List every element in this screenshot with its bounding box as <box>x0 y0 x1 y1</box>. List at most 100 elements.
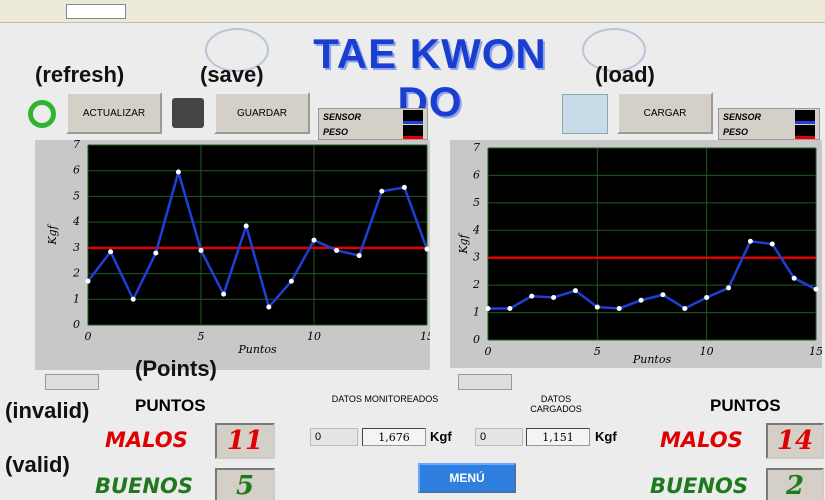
y-tick-label: 2 <box>72 267 80 280</box>
y-tick-label: 6 <box>73 164 80 177</box>
point <box>108 249 113 254</box>
good-label: BUENOS <box>95 474 193 498</box>
y-tick-label: 7 <box>473 141 480 154</box>
legend-label: PESO <box>323 127 348 137</box>
save-button[interactable]: GUARDAR <box>214 92 310 134</box>
y-tick-label: 3 <box>473 251 480 264</box>
x-tick-label: 5 <box>594 345 601 358</box>
refresh-button[interactable]: ACTUALIZAR <box>66 92 162 134</box>
y-tick-label: 4 <box>472 223 480 236</box>
y-tick-label: 3 <box>73 241 80 254</box>
run-controls[interactable] <box>66 4 126 19</box>
point <box>748 239 753 244</box>
legend-swatch <box>795 110 815 124</box>
point <box>244 224 249 229</box>
point <box>357 253 362 258</box>
bad-label: MALOS <box>660 428 743 452</box>
x-tick-label: 10 <box>700 345 714 358</box>
x-axis-label: Puntos <box>632 353 672 366</box>
legend-label: PESO <box>723 127 748 137</box>
point <box>792 276 797 281</box>
y-tick-label: 0 <box>473 333 480 346</box>
heading: PUNTOS <box>135 396 206 416</box>
bad-count: 14 <box>766 423 824 459</box>
point <box>402 185 407 190</box>
legend-swatch <box>403 110 423 124</box>
x-tick-label: 15 <box>809 345 822 358</box>
point <box>617 306 622 311</box>
x-tick-label: 0 <box>485 345 492 358</box>
point <box>770 242 775 247</box>
legend-label: SENSOR <box>323 112 361 122</box>
annotation: (save) <box>200 62 264 88</box>
x-tick-label: 0 <box>85 330 92 343</box>
y-axis-label: Kgf <box>46 223 59 245</box>
y-axis-label: Kgf <box>457 232 470 254</box>
unit: Kgf <box>595 429 617 444</box>
unit: Kgf <box>430 429 452 444</box>
y-tick-label: 7 <box>73 140 80 151</box>
point <box>660 292 665 297</box>
point <box>682 306 687 311</box>
load-button[interactable]: CARGAR <box>617 92 713 134</box>
point <box>573 288 578 293</box>
heading: PUNTOS <box>710 396 781 416</box>
point <box>266 305 271 310</box>
section-label: DATOS CARGADOS <box>520 394 592 414</box>
section-label: DATOS MONITOREADOS <box>330 394 440 404</box>
y-tick-label: 4 <box>72 215 80 228</box>
y-tick-label: 5 <box>73 189 80 202</box>
legend-swatch <box>795 125 815 139</box>
menu-button[interactable]: MENÚ <box>418 463 516 493</box>
annotation: (Points) <box>135 356 217 382</box>
legend-entry: SENSOR <box>719 109 819 124</box>
legend: SENSOR PESO <box>718 108 820 140</box>
x-axis-label: Puntos <box>237 343 277 356</box>
good-label: BUENOS <box>650 474 748 498</box>
point <box>425 247 430 252</box>
point <box>176 170 181 175</box>
annotation: (refresh) <box>35 62 124 88</box>
annotation: (load) <box>595 62 655 88</box>
legend-entry: PESO <box>719 124 819 139</box>
save-icon[interactable] <box>172 98 204 128</box>
point <box>507 306 512 311</box>
point <box>726 285 731 290</box>
legend-entry: SENSOR <box>319 109 427 124</box>
value-display: 1,151 <box>526 428 590 446</box>
refresh-icon[interactable] <box>28 100 56 128</box>
point <box>639 298 644 303</box>
x-tick-label: 15 <box>420 330 430 343</box>
y-tick-label: 5 <box>473 196 480 209</box>
plot-area <box>88 145 427 325</box>
graph-tools[interactable] <box>45 374 99 390</box>
legend-swatch <box>403 125 423 139</box>
point <box>704 295 709 300</box>
graph-tools[interactable] <box>458 374 512 390</box>
bad-label: MALOS <box>105 428 188 452</box>
point <box>86 279 91 284</box>
legend-label: SENSOR <box>723 112 761 122</box>
index-control[interactable]: 0 <box>310 428 358 446</box>
good-count: 5 <box>215 468 275 500</box>
point <box>529 294 534 299</box>
legend-entry: PESO <box>319 124 427 139</box>
point <box>153 251 158 256</box>
good-count: 2 <box>766 468 824 500</box>
x-tick-label: 10 <box>307 330 321 343</box>
point <box>221 292 226 297</box>
point <box>814 287 819 292</box>
load-icon[interactable] <box>562 94 608 134</box>
y-tick-label: 6 <box>473 168 480 181</box>
point <box>595 305 600 310</box>
value-display: 1,676 <box>362 428 426 446</box>
y-tick-label: 1 <box>73 292 80 305</box>
y-tick-label: 2 <box>472 278 480 291</box>
x-tick-label: 5 <box>198 330 205 343</box>
index-control[interactable]: 0 <box>475 428 523 446</box>
point <box>289 279 294 284</box>
legend: SENSOR PESO <box>318 108 428 140</box>
point <box>379 189 384 194</box>
annotation: (valid) <box>5 452 70 478</box>
